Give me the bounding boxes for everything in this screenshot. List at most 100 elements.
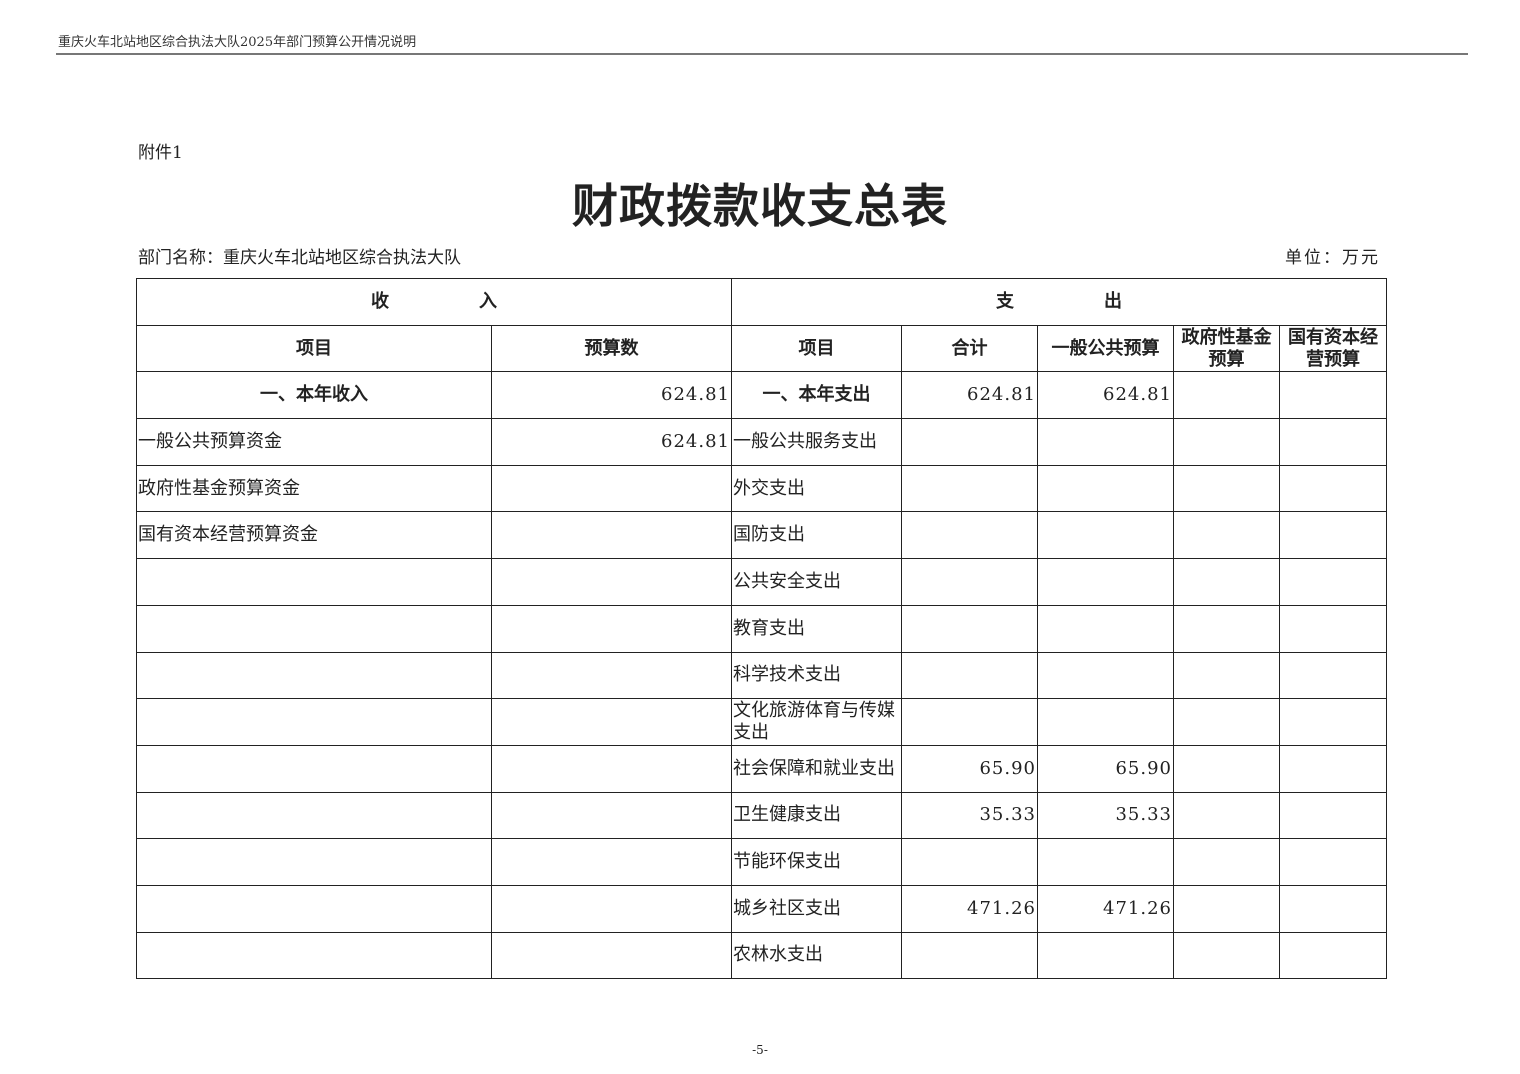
cell-total: 471.26 xyxy=(901,884,1038,933)
group-header-row: 收 入 支 出 xyxy=(136,278,1388,326)
cell-expense-item: 科学技术支出 xyxy=(731,651,902,700)
cell-expense-item: 一般公共服务支出 xyxy=(731,418,902,466)
unit-label: 单位：万元 xyxy=(1285,248,1380,268)
cell-income-item: 一、本年收入 xyxy=(136,371,492,420)
col-header-gov-fund-budget: 政府性基金预算 xyxy=(1173,324,1280,373)
table-row: 公共安全支出 xyxy=(136,558,1388,606)
budget-table: 收 入 支 出 项目 预算数 项目 合计 一般公共预算 政府性基金预算 国有资本… xyxy=(136,278,1388,980)
cell-general-budget xyxy=(1037,604,1174,653)
cell-general-budget xyxy=(1037,651,1174,700)
cell-general-budget: 35.33 xyxy=(1037,791,1174,840)
cell-total: 35.33 xyxy=(901,791,1038,840)
cell-general-budget xyxy=(1037,511,1174,560)
cell-general-budget xyxy=(1037,558,1174,606)
cell-income-item xyxy=(136,838,492,886)
cell-state-capital-budget xyxy=(1278,884,1388,933)
cell-general-budget: 624.81 xyxy=(1037,371,1174,420)
cell-general-budget: 65.90 xyxy=(1037,744,1174,793)
cell-total: 624.81 xyxy=(901,371,1038,420)
attachment-label: 附件1 xyxy=(138,143,183,163)
cell-income-item: 一般公共预算资金 xyxy=(136,418,492,466)
table-row: 政府性基金预算资金 外交支出 xyxy=(136,464,1388,513)
table-row: 卫生健康支出 35.33 35.33 xyxy=(136,791,1388,840)
cell-income-item xyxy=(136,604,492,653)
cell-income-item xyxy=(136,744,492,793)
cell-expense-item: 国防支出 xyxy=(731,511,902,560)
cell-income-item xyxy=(136,931,492,980)
cell-income-item xyxy=(136,884,492,933)
table-row: 节能环保支出 xyxy=(136,838,1388,886)
cell-gov-fund-budget xyxy=(1173,931,1280,980)
table-row: 科学技术支出 xyxy=(136,651,1388,700)
cell-total xyxy=(901,931,1038,980)
cell-income-budget: 624.81 xyxy=(491,418,732,466)
cell-expense-item: 卫生健康支出 xyxy=(731,791,902,840)
cell-income-budget xyxy=(491,511,732,560)
cell-gov-fund-budget xyxy=(1173,838,1280,886)
cell-income-item xyxy=(136,791,492,840)
department-name: 部门名称：重庆火车北站地区综合执法大队 xyxy=(138,248,461,268)
cell-general-budget xyxy=(1037,931,1174,980)
cell-income-item: 国有资本经营预算资金 xyxy=(136,511,492,560)
cell-income-item xyxy=(136,651,492,700)
cell-income-item xyxy=(136,698,492,746)
expense-group-header: 支 出 xyxy=(730,278,1388,326)
cell-income-budget xyxy=(491,651,732,700)
cell-state-capital-budget xyxy=(1278,838,1388,886)
cell-gov-fund-budget xyxy=(1173,884,1280,933)
cell-expense-item: 城乡社区支出 xyxy=(731,884,902,933)
page-title: 财政拨款收支总表 xyxy=(572,179,948,233)
cell-income-budget xyxy=(491,931,732,980)
cell-total xyxy=(901,604,1038,653)
cell-total xyxy=(901,698,1038,746)
cell-income-budget xyxy=(491,464,732,513)
cell-gov-fund-budget xyxy=(1173,464,1280,513)
cell-state-capital-budget xyxy=(1278,744,1388,793)
cell-gov-fund-budget xyxy=(1173,511,1280,560)
cell-general-budget: 471.26 xyxy=(1037,884,1174,933)
table-row: 一、本年收入 624.81 一、本年支出 624.81 624.81 xyxy=(136,371,1388,420)
cell-general-budget xyxy=(1037,464,1174,513)
cell-gov-fund-budget xyxy=(1173,371,1280,420)
cell-gov-fund-budget xyxy=(1173,744,1280,793)
cell-total xyxy=(901,651,1038,700)
cell-expense-item: 一、本年支出 xyxy=(731,371,902,420)
cell-income-item xyxy=(136,558,492,606)
col-header-general-budget: 一般公共预算 xyxy=(1037,324,1174,373)
table-row: 社会保障和就业支出 65.90 65.90 xyxy=(136,744,1388,793)
cell-income-budget xyxy=(491,744,732,793)
cell-state-capital-budget xyxy=(1278,698,1388,746)
cell-income-budget xyxy=(491,791,732,840)
col-header-income-item: 项目 xyxy=(136,324,492,373)
cell-income-budget xyxy=(491,558,732,606)
table-row: 国有资本经营预算资金 国防支出 xyxy=(136,511,1388,560)
cell-income-item: 政府性基金预算资金 xyxy=(136,464,492,513)
cell-expense-item: 社会保障和就业支出 xyxy=(731,744,902,793)
cell-gov-fund-budget xyxy=(1173,698,1280,746)
column-header-row: 项目 预算数 项目 合计 一般公共预算 政府性基金预算 国有资本经营预算 xyxy=(136,324,1388,373)
col-header-total: 合计 xyxy=(901,324,1038,373)
cell-income-budget: 624.81 xyxy=(491,371,732,420)
cell-total xyxy=(901,838,1038,886)
table-row: 一般公共预算资金 624.81 一般公共服务支出 xyxy=(136,418,1388,466)
income-group-header: 收 入 xyxy=(136,278,732,326)
cell-income-budget xyxy=(491,884,732,933)
cell-general-budget xyxy=(1037,838,1174,886)
cell-income-budget xyxy=(491,698,732,746)
col-header-state-capital-budget: 国有资本经营预算 xyxy=(1278,324,1388,373)
cell-expense-item: 教育支出 xyxy=(731,604,902,653)
cell-state-capital-budget xyxy=(1278,464,1388,513)
cell-state-capital-budget xyxy=(1278,371,1388,420)
cell-state-capital-budget xyxy=(1278,604,1388,653)
cell-total xyxy=(901,418,1038,466)
table-row: 农林水支出 xyxy=(136,931,1388,980)
cell-expense-item: 节能环保支出 xyxy=(731,838,902,886)
page-number: -5- xyxy=(752,1043,768,1057)
table-row: 教育支出 xyxy=(136,604,1388,653)
cell-general-budget xyxy=(1037,418,1174,466)
cell-total xyxy=(901,464,1038,513)
cell-income-budget xyxy=(491,604,732,653)
col-header-income-budget: 预算数 xyxy=(491,324,732,373)
cell-gov-fund-budget xyxy=(1173,418,1280,466)
cell-gov-fund-budget xyxy=(1173,651,1280,700)
